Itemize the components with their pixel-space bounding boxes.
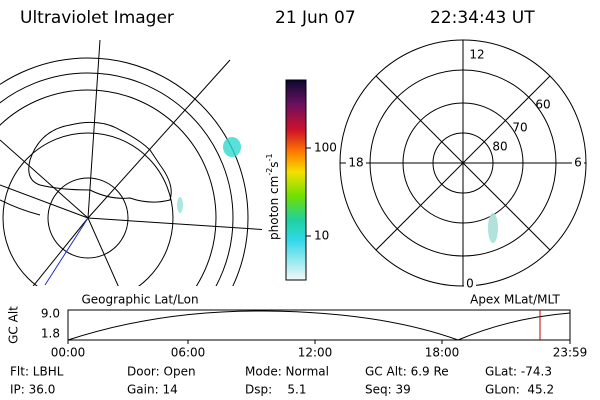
mlt-label: 18 xyxy=(348,156,363,170)
y-tick-label: 1.8 xyxy=(41,327,60,341)
mlat-label: 80 xyxy=(492,140,507,154)
status-panel: Flt: LBHL Door: Open Mode: Normal GC Alt: 6… xyxy=(10,365,554,397)
mlt-label: 12 xyxy=(469,48,484,62)
status-field: GLon: 45.2 xyxy=(485,383,554,397)
altitude-curve xyxy=(67,310,571,341)
x-tick-label: 00:00 xyxy=(51,346,86,360)
status-field: Flt: LBHL xyxy=(10,365,64,379)
polar-plot: 12 18 6 0 60 70 80 xyxy=(339,39,587,291)
status-field: IP: 36.0 xyxy=(10,383,55,397)
x-tick-label: 06:00 xyxy=(171,346,206,360)
colorbar xyxy=(285,79,307,281)
time: 22:34:43 UT xyxy=(430,8,535,28)
status-field: Door: Open xyxy=(127,365,196,379)
status-field: GC Alt: 6.9 Re xyxy=(365,365,449,379)
status-field: Mode: Normal xyxy=(245,365,329,379)
status-field: Seq: 39 xyxy=(365,383,411,397)
mlt-label: 0 xyxy=(466,277,474,291)
colorbar-tick: 10 xyxy=(314,229,329,243)
colorbar-label: photon cm-2s-1 xyxy=(265,153,281,240)
colorbar-tick: 100 xyxy=(314,141,337,155)
x-tick-label: 12:00 xyxy=(298,346,333,360)
mlat-label: 60 xyxy=(535,98,550,112)
x-tick-label: 18:00 xyxy=(425,346,460,360)
title: Ultraviolet Imager xyxy=(20,8,174,28)
x-tick-label: 23:59 xyxy=(553,346,588,360)
status-field: Dsp: 5.1 xyxy=(245,383,307,397)
strip-title: Apex MLat/MLT xyxy=(470,293,560,307)
mlt-label: 6 xyxy=(574,156,582,170)
mlat-label: 70 xyxy=(512,121,527,135)
strip-title: Geographic Lat/Lon xyxy=(81,293,198,307)
y-tick-label: 9.0 xyxy=(41,307,60,321)
status-field: Gain: 14 xyxy=(127,383,178,397)
status-field: GLat: -74.3 xyxy=(485,365,552,379)
geographic-map xyxy=(0,39,262,286)
y-label: GC Alt xyxy=(7,306,21,344)
strip-frame xyxy=(67,309,571,341)
date: 21 Jun 07 xyxy=(275,8,356,28)
